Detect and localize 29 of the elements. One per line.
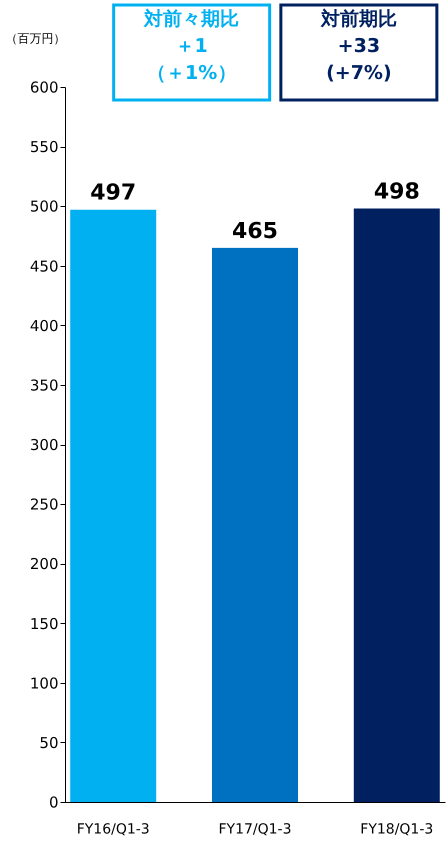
bar bbox=[212, 248, 298, 802]
bar bbox=[70, 210, 156, 802]
y-tick-label: 550 bbox=[30, 138, 58, 156]
data-label: 498 bbox=[374, 180, 420, 205]
y-tick-label: 250 bbox=[30, 496, 58, 514]
y-tick-label: 150 bbox=[30, 614, 58, 633]
y-tick-label: 100 bbox=[30, 674, 58, 692]
x-tick-label: FY18/Q1-3 bbox=[360, 822, 434, 838]
y-tick-label: 600 bbox=[30, 78, 58, 96]
x-tick-label: FY17/Q1-3 bbox=[218, 822, 292, 838]
y-tick-label: 500 bbox=[30, 198, 58, 216]
y-tick-label: 450 bbox=[30, 257, 58, 276]
x-tick-label: FY16/Q1-3 bbox=[76, 822, 150, 838]
text: ＋1 bbox=[176, 35, 208, 57]
text: 対前々期比 bbox=[143, 8, 240, 30]
data-label: 465 bbox=[232, 218, 278, 244]
data-label: 497 bbox=[90, 180, 136, 206]
y-tick-label: 400 bbox=[30, 316, 58, 335]
y-tick-label: 300 bbox=[30, 436, 58, 454]
text: （＋1%） bbox=[147, 62, 236, 84]
y-axis-title: （百万円） bbox=[6, 32, 66, 46]
text: (+7%) bbox=[326, 62, 392, 84]
y-tick-label: 50 bbox=[39, 734, 58, 752]
bar bbox=[354, 208, 440, 802]
text: 対前期比 bbox=[320, 8, 397, 30]
y-tick-label: 200 bbox=[30, 555, 58, 574]
y-tick-label: 0 bbox=[48, 794, 58, 812]
y-tick-label: 350 bbox=[30, 376, 58, 394]
text: +33 bbox=[338, 35, 380, 57]
